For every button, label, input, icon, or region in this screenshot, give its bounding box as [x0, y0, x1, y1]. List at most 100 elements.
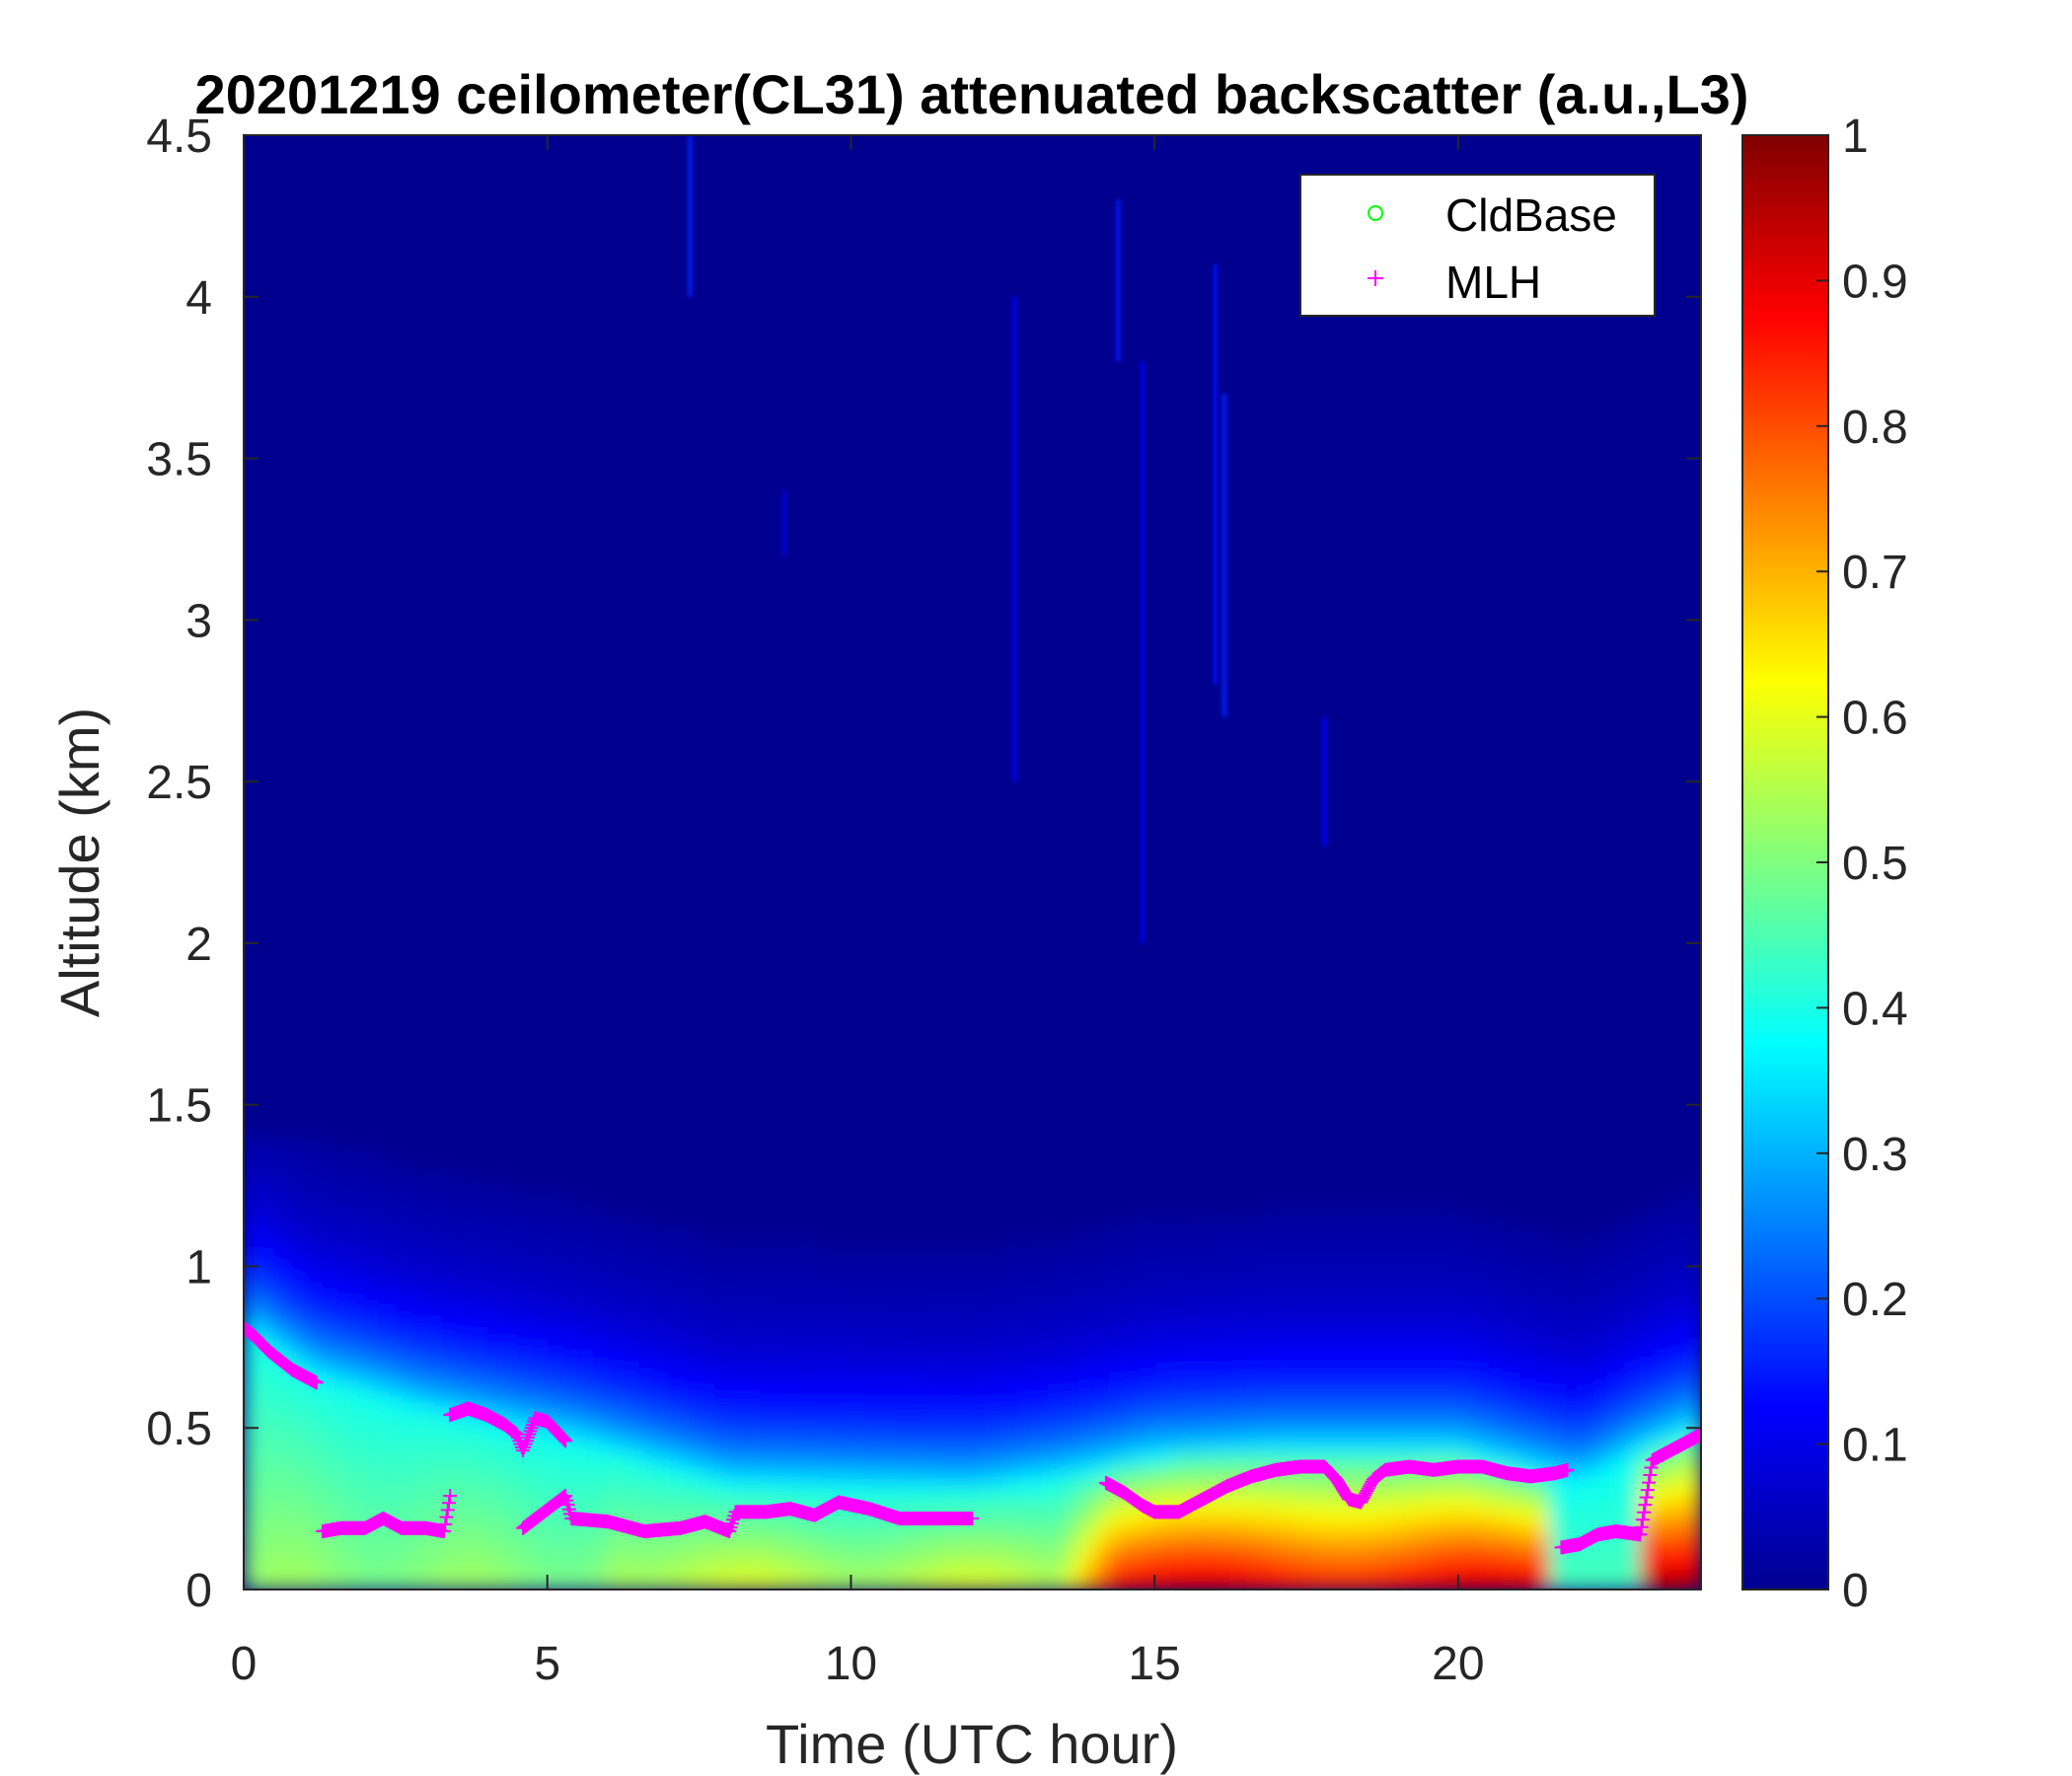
heatmap-cell [1533, 1442, 1551, 1455]
heatmap-cell [744, 1521, 762, 1534]
heatmap-cell [562, 1340, 579, 1354]
heatmap-cell [896, 1408, 913, 1422]
heatmap-cell [789, 1487, 807, 1501]
heatmap-cell [532, 1431, 549, 1443]
heatmap-cell [1215, 1408, 1232, 1422]
heatmap-cell [486, 1329, 503, 1342]
heatmap-cell [1260, 1205, 1278, 1218]
heatmap-cell [1428, 1329, 1444, 1342]
heatmap-cell [395, 1578, 412, 1590]
heatmap-cell [1473, 1555, 1490, 1569]
heatmap-cell [441, 1464, 458, 1478]
heatmap-cell [244, 1521, 260, 1534]
heatmap-cell [304, 1159, 321, 1172]
heatmap-cell [972, 1385, 989, 1399]
heatmap-cell [244, 1453, 260, 1466]
heatmap-cell [1200, 1295, 1217, 1308]
heatmap-cell [805, 1578, 822, 1590]
heatmap-cell [365, 1442, 382, 1455]
heatmap-cell [881, 1385, 898, 1399]
heatmap-cell [1670, 1453, 1687, 1466]
heatmap-cell [1381, 1499, 1399, 1512]
heatmap-cell [744, 1340, 762, 1354]
heatmap-cell [1352, 1431, 1369, 1443]
heatmap-cell [1200, 1329, 1217, 1342]
heatmap-cell [1609, 1567, 1627, 1580]
heatmap-cell [1154, 1408, 1171, 1422]
heatmap-cell [516, 1397, 534, 1410]
heatmap-cell [1048, 1442, 1065, 1455]
heatmap-cell [1579, 1453, 1596, 1466]
heatmap-cell [1169, 1352, 1186, 1365]
heatmap-cell [1518, 1374, 1535, 1387]
heatmap-cell [1533, 1567, 1551, 1580]
heatmap-cell [1609, 1510, 1627, 1523]
colorbar: 00.10.20.30.40.50.60.70.80.91 [1741, 111, 1908, 1617]
heatmap-cell [1291, 1250, 1307, 1263]
heatmap-cell [471, 1261, 488, 1274]
heatmap-cell [1579, 1510, 1596, 1523]
heatmap-cell [1609, 1431, 1627, 1443]
heatmap-cell [1291, 1227, 1307, 1240]
heatmap-cell [380, 1159, 397, 1172]
heatmap-cell [380, 1295, 397, 1308]
heatmap-cell [623, 1340, 640, 1354]
heatmap-cell [668, 1476, 686, 1489]
heatmap-cell [380, 1442, 397, 1455]
heatmap-cell [1200, 1431, 1217, 1443]
heatmap-cell [1184, 1397, 1202, 1410]
heatmap-cell [259, 1499, 275, 1512]
heatmap-cell [1002, 1567, 1019, 1580]
heatmap-cell [1564, 1555, 1581, 1569]
heatmap-cell [1579, 1408, 1596, 1422]
heatmap-cell [926, 1499, 943, 1512]
heatmap-cell [957, 1532, 974, 1546]
heatmap-cell [1381, 1408, 1399, 1422]
heatmap-cell [1230, 1352, 1247, 1365]
heatmap-cell [273, 1374, 291, 1387]
heatmap-cell [1336, 1397, 1354, 1410]
heatmap-cell [1033, 1510, 1050, 1523]
heatmap-cell [1518, 1317, 1535, 1331]
heatmap-cell [1017, 1510, 1035, 1523]
heatmap-cell [775, 1464, 791, 1478]
heatmap-cell [911, 1363, 928, 1376]
heatmap-cell [1002, 1261, 1019, 1274]
heatmap-cell [1124, 1521, 1141, 1534]
heatmap-cell [1321, 1510, 1338, 1523]
heatmap-cell [1457, 1476, 1475, 1489]
heatmap-cell [456, 1306, 473, 1319]
heatmap-cell [1063, 1238, 1080, 1252]
heatmap-cell [805, 1476, 822, 1489]
heatmap-cell [1002, 1363, 1019, 1376]
heatmap-cell [1230, 1578, 1247, 1590]
heatmap-cell [699, 1499, 715, 1512]
heatmap-cell [684, 1340, 701, 1354]
heatmap-cell [911, 1476, 928, 1489]
heatmap-cell [881, 1374, 898, 1387]
heatmap-cell [1685, 1476, 1701, 1489]
heatmap-cell [304, 1284, 321, 1296]
heatmap-cell [273, 1272, 291, 1286]
heatmap-cell [1640, 1272, 1657, 1286]
heatmap-cell [289, 1238, 306, 1252]
heatmap-cell [1291, 1295, 1307, 1308]
heatmap-cell [1488, 1544, 1505, 1557]
heatmap-cell [623, 1431, 640, 1443]
heatmap-cell [1625, 1397, 1642, 1410]
heatmap-cell [1245, 1238, 1262, 1252]
heatmap-cell [1200, 1532, 1217, 1546]
heatmap-cell [1609, 1317, 1627, 1331]
heatmap-cell [1002, 1442, 1019, 1455]
heatmap-cell [1093, 1453, 1110, 1466]
heatmap-cell [1321, 1385, 1338, 1399]
heatmap-cell [1579, 1521, 1596, 1534]
heatmap-cell [1276, 1284, 1293, 1296]
heatmap-cell [1428, 1295, 1444, 1308]
heatmap-cell [365, 1317, 382, 1331]
heatmap-cell [1457, 1363, 1475, 1376]
heatmap-cell [926, 1374, 943, 1387]
mlh-marker [1560, 1462, 1575, 1477]
heatmap-cell [1063, 1567, 1080, 1580]
heatmap-cell [1488, 1216, 1505, 1229]
